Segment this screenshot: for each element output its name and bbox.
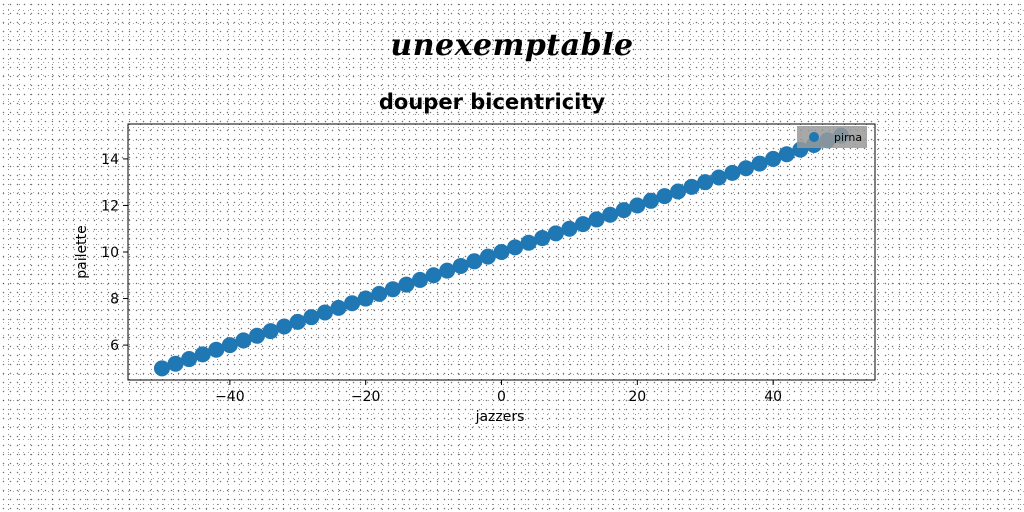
data-point [602,206,619,223]
data-point [344,295,361,312]
data-point [208,341,225,358]
data-point [249,327,266,344]
data-point [384,281,401,298]
x-tick-label: −20 [351,389,381,405]
data-point [697,174,714,191]
legend-box [797,126,867,148]
y-tick-label: 8 [110,292,119,308]
data-point [629,197,646,214]
legend-marker [809,132,819,142]
data-point [778,146,795,163]
data-point [466,253,483,270]
data-point [710,169,727,186]
x-tick-label: 0 [497,389,506,405]
data-point [303,309,320,326]
data-point [737,160,754,177]
data-point [751,155,768,172]
x-axis: −40 −20 0 20 40 [215,380,782,405]
data-point [262,323,279,340]
data-point [181,351,198,368]
x-tick-label: 40 [764,389,782,405]
data-point [276,318,293,335]
data-point [588,211,605,228]
y-tick-label: 12 [101,198,119,214]
data-point [398,276,415,293]
data-point [357,290,374,307]
figure-suptitle: unexemptable [390,28,634,63]
data-point [412,271,429,288]
data-point [153,360,170,377]
y-tick-label: 14 [101,152,119,168]
data-point [425,267,442,284]
x-tick-label: 20 [628,389,646,405]
x-tick-label: −40 [215,389,245,405]
data-point [724,164,741,181]
data-point [670,183,687,200]
data-point [167,355,184,372]
y-axis: 6 8 10 12 14 [101,152,128,354]
legend-label: pirna [834,131,862,144]
y-axis-label: pailette [74,225,90,278]
data-point [615,202,632,219]
data-point [221,337,238,354]
x-axis-label: jazzers [475,409,525,425]
data-point [439,262,456,279]
data-point [561,220,578,237]
data-point [371,285,388,302]
y-tick-label: 10 [101,245,119,261]
data-point [534,230,551,247]
data-point [316,304,333,321]
data-point [479,248,496,265]
y-tick-label: 6 [110,338,119,354]
data-point [656,188,673,205]
data-point [194,346,211,363]
data-point [493,244,510,260]
data-point [642,192,659,209]
chart-title: douper bicentricity [379,90,606,114]
data-point [765,150,782,167]
data-point [452,257,469,274]
data-point [520,234,537,251]
data-point [574,216,591,233]
data-point [235,332,252,349]
data-point [330,299,347,316]
data-point [547,225,564,242]
data-point [507,239,524,256]
series-pirna [153,127,850,377]
legend: pirna [797,126,867,148]
data-point [683,178,700,195]
data-point [289,313,306,330]
